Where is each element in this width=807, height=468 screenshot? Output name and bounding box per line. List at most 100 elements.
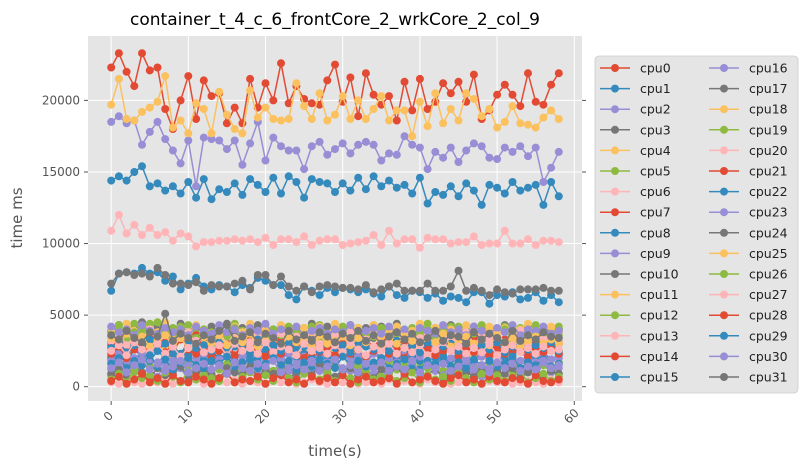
data-point — [207, 322, 216, 331]
data-point — [338, 179, 347, 188]
legend-marker — [720, 146, 728, 155]
data-point — [469, 344, 478, 352]
data-point — [331, 145, 339, 154]
legend-item-cpu17: cpu17 — [709, 81, 788, 96]
data-point — [184, 129, 193, 138]
data-point — [377, 365, 386, 374]
data-point — [369, 324, 378, 332]
data-point — [446, 89, 455, 98]
data-point — [462, 339, 471, 348]
data-point — [469, 139, 478, 148]
data-point — [531, 335, 540, 344]
data-point — [284, 378, 293, 387]
data-point — [477, 112, 486, 121]
data-point — [493, 239, 502, 248]
data-point — [331, 355, 339, 364]
data-point — [184, 321, 193, 330]
legend-item-cpu12: cpu12 — [600, 308, 679, 323]
legend-marker — [720, 270, 728, 278]
data-point — [284, 364, 293, 373]
data-point — [222, 188, 231, 196]
data-point — [508, 289, 517, 298]
data-point — [554, 345, 563, 354]
data-point — [446, 292, 455, 301]
data-point — [431, 235, 440, 244]
data-point — [207, 329, 216, 338]
data-point — [446, 374, 455, 383]
data-point — [446, 143, 455, 152]
data-point — [207, 195, 216, 204]
data-point — [261, 233, 270, 242]
series-cpu29 — [107, 351, 563, 374]
data-point — [184, 334, 193, 342]
data-point — [462, 179, 471, 188]
legend-marker — [611, 290, 619, 299]
data-point — [284, 326, 293, 335]
data-point — [361, 372, 370, 381]
data-point — [361, 336, 370, 345]
data-point — [477, 369, 486, 378]
data-point — [423, 233, 432, 242]
data-point — [400, 106, 409, 115]
data-point — [300, 358, 309, 367]
legend-marker — [720, 373, 728, 381]
legend-item-cpu8: cpu8 — [600, 225, 671, 240]
data-point — [354, 375, 363, 384]
data-point — [215, 282, 224, 291]
data-point — [145, 319, 154, 328]
data-point — [423, 334, 432, 342]
data-point — [331, 235, 339, 244]
legend: cpu0 cpu1 cpu2 cpu3 cpu4 cpu5 cpu6 cpu7 cpu8 cpu9… — [594, 55, 799, 394]
data-point — [516, 366, 525, 375]
data-point — [539, 369, 548, 378]
data-point — [392, 379, 401, 388]
data-point — [454, 352, 463, 361]
data-point — [122, 326, 131, 335]
data-point — [554, 192, 563, 201]
data-point — [531, 285, 540, 294]
data-point — [153, 231, 162, 239]
data-point — [431, 351, 440, 360]
data-point — [516, 119, 525, 128]
data-point — [207, 129, 216, 138]
legend-marker — [720, 228, 728, 237]
data-point — [246, 366, 255, 375]
data-point — [230, 235, 239, 244]
x-tick-label: 0 — [101, 409, 116, 424]
data-point — [323, 379, 332, 388]
data-point — [377, 339, 386, 348]
data-point — [315, 89, 324, 98]
data-point — [300, 379, 309, 388]
data-point — [246, 377, 255, 385]
series-group — [107, 49, 563, 388]
data-point — [277, 355, 285, 364]
data-point — [477, 142, 486, 151]
data-point — [508, 374, 517, 383]
data-point — [168, 272, 177, 281]
legend-item-cpu15: cpu15 — [600, 370, 679, 385]
data-point — [307, 372, 316, 381]
legend-item-cpu5: cpu5 — [600, 164, 671, 179]
data-point — [547, 332, 556, 341]
data-point — [516, 348, 525, 357]
data-point — [346, 321, 355, 330]
legend-label: cpu27 — [749, 287, 788, 302]
data-point — [284, 282, 293, 291]
data-point — [145, 127, 154, 136]
data-point — [338, 371, 347, 380]
data-point — [377, 182, 386, 191]
data-point — [500, 369, 509, 378]
data-point — [284, 99, 293, 108]
legend-item-cpu3: cpu3 — [600, 122, 671, 137]
data-point — [292, 322, 301, 331]
data-point — [462, 238, 471, 247]
data-point — [107, 331, 116, 340]
legend-marker — [611, 352, 619, 361]
data-point — [176, 159, 185, 168]
legend-label: cpu4 — [640, 143, 671, 158]
data-point — [454, 238, 463, 247]
data-point — [315, 366, 324, 375]
legend-marker — [611, 270, 619, 278]
data-point — [215, 236, 224, 245]
y-tick-label: 10000 — [42, 237, 80, 251]
